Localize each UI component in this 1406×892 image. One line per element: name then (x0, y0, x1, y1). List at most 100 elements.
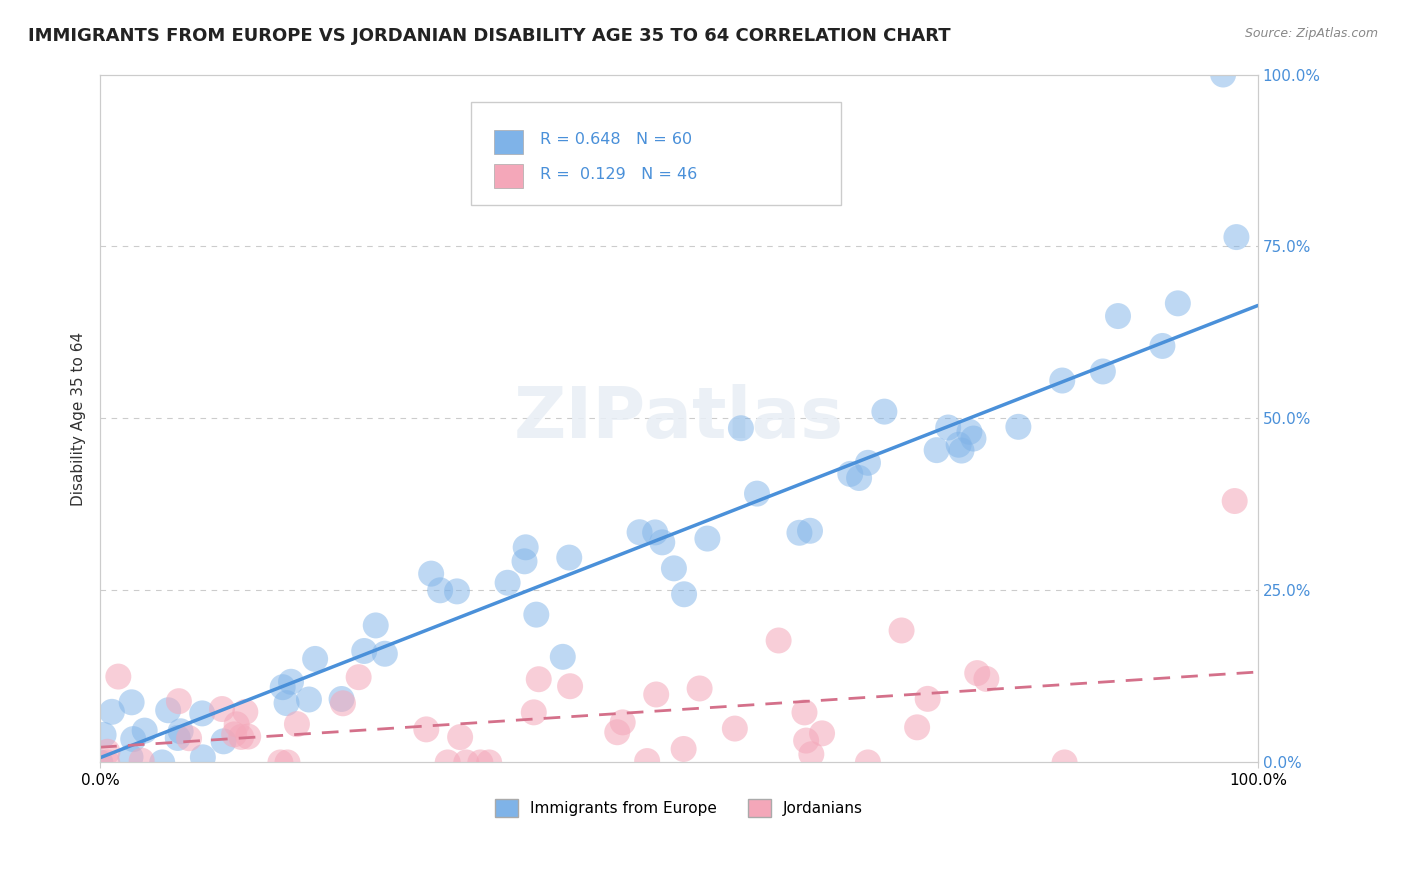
Point (332, 696, 354, 710)
Point (420, 566, 443, 581)
Point (636, 754, 658, 768)
Point (280, 674, 302, 689)
Point (157, 703, 180, 717)
Point (793, 706, 815, 720)
Point (848, 471, 870, 485)
Point (238, 730, 260, 744)
Point (1225, 230, 1247, 244)
Point (839, 467, 862, 481)
Point (470, 756, 492, 770)
Legend: Immigrants from Europe, Jordanians: Immigrants from Europe, Jordanians (489, 793, 869, 823)
Point (644, 525, 666, 540)
Point (449, 730, 471, 744)
Point (191, 706, 214, 721)
Point (917, 691, 939, 706)
Point (957, 425, 980, 439)
Point (436, 756, 458, 770)
Text: ZIPatlas: ZIPatlas (515, 384, 844, 453)
Point (800, 747, 823, 762)
Point (212, 734, 235, 748)
Point (794, 733, 817, 747)
Point (789, 525, 811, 540)
Point (330, 692, 353, 706)
Point (131, 754, 153, 768)
Point (285, 717, 308, 731)
Point (150, 756, 173, 770)
Point (724, 722, 747, 736)
Point (966, 666, 988, 681)
Point (231, 730, 253, 744)
Point (515, 541, 537, 555)
Point (523, 706, 546, 720)
Point (166, 731, 188, 745)
Text: Source: ZipAtlas.com: Source: ZipAtlas.com (1244, 27, 1378, 40)
Point (93, 728, 115, 742)
Point (689, 681, 711, 696)
Point (950, 443, 973, 458)
Point (169, 724, 191, 739)
Point (120, 750, 142, 764)
Point (374, 647, 396, 661)
Point (606, 725, 628, 739)
Point (122, 732, 145, 747)
Point (276, 756, 298, 770)
Point (513, 554, 536, 568)
Point (1007, 419, 1029, 434)
Point (364, 618, 387, 632)
Point (730, 421, 752, 435)
Point (936, 420, 959, 434)
Point (672, 742, 695, 756)
Point (191, 750, 214, 764)
Point (134, 723, 156, 738)
FancyBboxPatch shape (494, 164, 523, 188)
Point (1223, 494, 1246, 508)
Point (962, 432, 984, 446)
Point (225, 717, 247, 731)
Point (96, 745, 118, 759)
Point (925, 443, 948, 458)
Point (233, 705, 256, 719)
Point (478, 756, 501, 770)
Point (662, 561, 685, 575)
Point (811, 726, 834, 740)
Point (745, 486, 768, 500)
Point (101, 705, 124, 719)
Point (347, 670, 370, 684)
Point (856, 456, 879, 470)
Text: IMMIGRANTS FROM EUROPE VS JORDANIAN DISABILITY AGE 35 TO 64 CORRELATION CHART: IMMIGRANTS FROM EUROPE VS JORDANIAN DISA… (28, 27, 950, 45)
Point (429, 583, 451, 598)
Point (976, 672, 998, 686)
Point (446, 584, 468, 599)
Point (696, 532, 718, 546)
Point (558, 679, 581, 693)
Point (298, 692, 321, 706)
Point (177, 731, 200, 746)
Point (496, 575, 519, 590)
Point (224, 727, 246, 741)
Point (524, 607, 547, 622)
Point (415, 723, 437, 737)
Text: R =  0.129   N = 46: R = 0.129 N = 46 (540, 167, 697, 182)
Point (890, 624, 912, 638)
Point (799, 524, 821, 538)
Point (1052, 374, 1074, 388)
Point (304, 652, 326, 666)
Point (673, 587, 696, 601)
Point (456, 756, 478, 770)
Point (558, 550, 581, 565)
Point (1212, 68, 1234, 82)
Point (1167, 296, 1189, 310)
Point (271, 680, 294, 694)
Point (628, 525, 651, 540)
FancyBboxPatch shape (494, 129, 523, 153)
Point (269, 756, 291, 770)
Point (768, 633, 790, 648)
Point (1152, 339, 1174, 353)
Point (551, 649, 574, 664)
Point (353, 644, 375, 658)
Point (89, 756, 111, 770)
FancyBboxPatch shape (471, 102, 841, 205)
Point (527, 672, 550, 686)
Text: R = 0.648   N = 60: R = 0.648 N = 60 (540, 132, 692, 147)
Point (167, 694, 190, 708)
